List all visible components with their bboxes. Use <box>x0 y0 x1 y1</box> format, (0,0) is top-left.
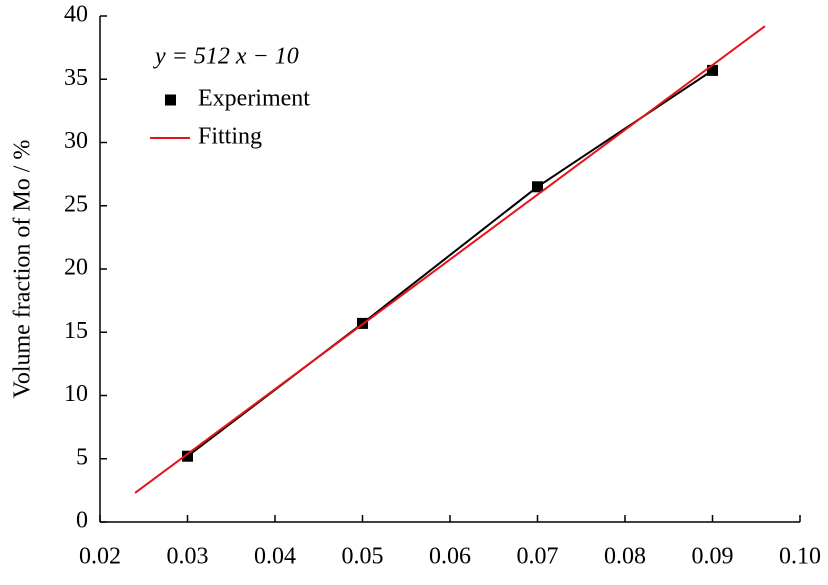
series-line <box>186 69 714 458</box>
data-point <box>532 181 543 193</box>
legend-marker <box>165 94 176 106</box>
y-tick-label: 0 <box>76 508 88 534</box>
x-tick-label: 0.10 <box>779 544 821 570</box>
x-tick-label: 0.05 <box>342 544 384 570</box>
x-tick-label: 0.08 <box>604 544 646 570</box>
y-tick-label: 40 <box>64 2 88 28</box>
annotation: y = 512 x − 10 <box>153 44 299 70</box>
y-tick-label: 30 <box>64 128 88 154</box>
x-tick-label: 0.06 <box>429 544 471 570</box>
y-tick-label: 25 <box>64 191 88 217</box>
y-tick-label: 20 <box>64 255 88 281</box>
y-tick-label: 35 <box>64 65 88 91</box>
legend-label: Experiment <box>198 86 310 112</box>
data-point <box>182 450 193 462</box>
x-tick-label: 0.03 <box>167 544 209 570</box>
y-axis-label: Volume fraction of Mo / % <box>10 140 36 399</box>
x-tick-label: 0.07 <box>517 544 559 570</box>
x-tick-label: 0.02 <box>79 544 121 570</box>
y-tick-label: 15 <box>64 318 88 344</box>
y-tick-label: 10 <box>64 381 88 407</box>
x-tick-label: 0.09 <box>692 544 734 570</box>
x-tick-label: 0.04 <box>254 544 296 570</box>
data-point <box>707 64 718 76</box>
legend-label: Fitting <box>198 124 262 150</box>
series-line <box>134 25 766 494</box>
y-tick-label: 5 <box>76 444 88 470</box>
